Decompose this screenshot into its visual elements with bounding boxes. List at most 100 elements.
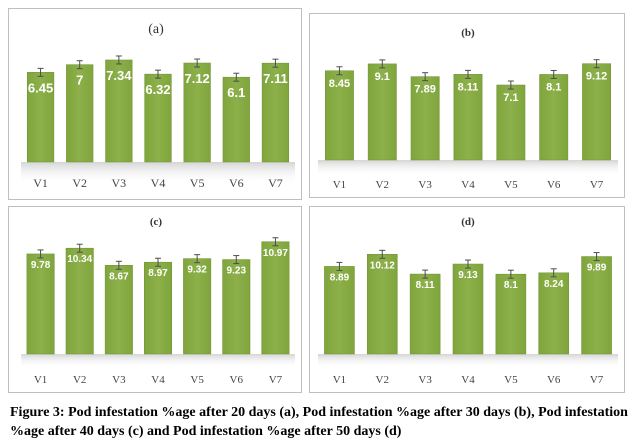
bar	[495, 273, 527, 355]
bar	[581, 256, 612, 355]
category-label: V1	[33, 176, 48, 190]
error-bar	[379, 249, 386, 259]
chart-c-svg: (c) 9.78 V1 10.34 V2 8.67 V3 8.97 V4 9.32 V5 9.23 V6…	[21, 216, 295, 386]
category-label: V5	[190, 176, 205, 190]
error-bar	[194, 58, 201, 68]
error-bar	[550, 69, 557, 79]
bar	[410, 76, 440, 161]
error-bar	[233, 255, 240, 265]
category-label: V5	[504, 374, 518, 386]
bar-value-label: 8.89	[330, 272, 350, 283]
category-label: V2	[72, 176, 87, 190]
error-bar	[155, 257, 161, 267]
chart-floor	[318, 160, 618, 176]
bar	[104, 264, 133, 355]
category-label: V5	[190, 374, 204, 386]
error-bar	[422, 72, 429, 82]
category-label: V3	[418, 179, 432, 191]
category-label: V3	[418, 374, 432, 386]
category-label: V4	[151, 176, 166, 190]
category-label: V1	[34, 374, 47, 386]
bar	[324, 70, 354, 161]
bar	[144, 261, 173, 355]
chart-b-svg: (b) 8.45 V1 9.1 V2 7.89 V3 8.11 V4 7.1 V5 8.1 V6 9.12…	[318, 27, 618, 191]
bar	[222, 76, 250, 163]
bar	[261, 241, 290, 355]
bar-value-label: 8.11	[458, 81, 479, 93]
error-bar	[336, 66, 343, 76]
chart-panel-c: (c) 9.78 V1 10.34 V2 8.67 V3 8.97 V4 9.32 V5 9.23 V6…	[8, 206, 302, 393]
bar	[183, 62, 211, 163]
bar-value-label: 8.1	[504, 280, 518, 291]
bar	[538, 272, 570, 355]
bar	[496, 84, 526, 161]
error-bar	[272, 237, 279, 247]
chart-floor	[21, 162, 295, 184]
bar	[26, 253, 55, 355]
bar-value-label: 6.32	[145, 82, 170, 97]
bar-value-label: 9.1	[375, 71, 390, 83]
bar-value-label: 9.23	[227, 266, 247, 277]
error-bar	[465, 259, 471, 269]
error-bar	[37, 67, 44, 77]
category-label: V4	[461, 374, 475, 386]
error-bar	[593, 59, 600, 69]
bar	[452, 263, 484, 355]
bar-value-label: 8.1	[546, 81, 561, 93]
bar	[222, 259, 251, 355]
category-label: V7	[269, 374, 283, 386]
error-bar	[379, 59, 386, 69]
bar	[366, 253, 398, 355]
chart-title: (b)	[461, 27, 475, 39]
error-bar	[507, 80, 514, 90]
bar-value-label: 6.1	[227, 85, 245, 100]
bar-value-label: 10.97	[263, 248, 288, 259]
chart-panel-d: (d) 8.89 V1 10.12 V2 8.11 V3 9.13 V4 8.1 V5 8.24 V6 9…	[309, 206, 625, 393]
error-bar	[336, 261, 343, 271]
bar-value-label: 10.34	[67, 254, 92, 265]
bar-value-label: 7.11	[263, 71, 288, 86]
error-bar	[115, 55, 122, 65]
bar	[453, 74, 483, 161]
chart-floor	[318, 354, 618, 368]
bar-value-label: 7.12	[184, 71, 209, 86]
chart-panel-b: (b) 8.45 V1 9.1 V2 7.89 V3 8.11 V4 7.1 V5 8.1 V6 9.12…	[309, 13, 625, 198]
bar-value-label: 8.45	[329, 78, 350, 90]
category-label: V4	[461, 179, 475, 191]
bar-value-label: 7.34	[106, 68, 132, 83]
error-bar	[155, 69, 161, 79]
category-label: V1	[333, 179, 346, 191]
error-bar	[465, 69, 471, 79]
category-label: V6	[229, 176, 244, 190]
figure-caption: Figure 3: Pod infestation %age after 20 …	[10, 405, 628, 439]
bar	[66, 64, 94, 163]
chart-floor	[21, 354, 295, 368]
bar	[261, 62, 290, 163]
category-label: V2	[376, 179, 389, 191]
bar	[183, 258, 212, 355]
bar-value-label: 9.89	[587, 263, 607, 274]
error-bar	[76, 243, 83, 253]
bar	[582, 63, 612, 161]
chart-a-svg: (a) 6.45 V1 7 V2 7.34 V3 6.32 V4 7.12 V5 6.1 V6 7.11 V…	[21, 22, 295, 190]
bar	[324, 266, 355, 355]
category-label: V3	[112, 176, 127, 190]
bar	[26, 72, 55, 163]
error-bar	[115, 260, 122, 270]
category-label: V2	[376, 374, 389, 386]
bar-value-label: 8.97	[148, 268, 168, 279]
bar-value-label: 7.89	[414, 84, 435, 96]
bar	[65, 247, 94, 355]
chart-d-svg: (d) 8.89 V1 10.12 V2 8.11 V3 9.13 V4 8.1 V5 8.24 V6 9…	[318, 216, 618, 386]
error-bar	[37, 249, 44, 259]
category-label: V7	[268, 176, 283, 190]
chart-title: (a)	[148, 22, 164, 37]
error-bar	[194, 254, 201, 264]
bar-value-label: 10.12	[370, 260, 395, 271]
bar-value-label: 9.13	[458, 270, 478, 281]
category-label: V1	[333, 374, 346, 386]
category-label: V7	[590, 374, 604, 386]
category-label: V4	[151, 374, 165, 386]
category-label: V3	[112, 374, 126, 386]
bar-value-label: 8.24	[544, 279, 564, 290]
